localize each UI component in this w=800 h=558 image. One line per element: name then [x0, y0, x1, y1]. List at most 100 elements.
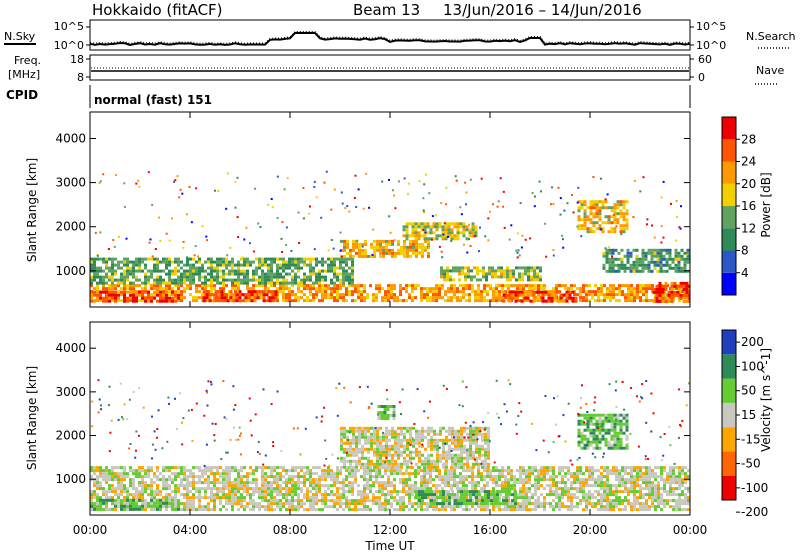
heatmap-cell [345, 287, 348, 290]
heatmap-cell [355, 436, 358, 439]
heatmap-cell [381, 484, 384, 487]
heatmap-cell [165, 484, 168, 487]
heatmap-cell [348, 481, 351, 484]
heatmap-cell [570, 493, 573, 496]
heatmap-cell [455, 175, 457, 177]
heatmap-cell [159, 297, 162, 300]
heatmap-cell [489, 287, 492, 290]
cpid-value: normal (fast) 151 [94, 93, 212, 107]
heatmap-cell [634, 180, 636, 182]
heatmap-cell [219, 496, 222, 499]
heatmap-cell [105, 481, 108, 484]
heatmap-cell [468, 293, 471, 296]
heatmap-cell [291, 490, 294, 493]
heatmap-cell [361, 436, 364, 439]
heatmap-cell [603, 296, 606, 299]
heatmap-cell [111, 508, 114, 511]
heatmap-cell [406, 228, 409, 231]
heatmap-cell [147, 505, 150, 508]
heatmap-cell [534, 284, 537, 287]
heatmap-cell [415, 237, 418, 240]
heatmap-cell [596, 212, 599, 215]
heatmap-cell [352, 439, 355, 442]
heatmap-cell [201, 276, 204, 279]
heatmap-cell [636, 249, 639, 252]
heatmap-cell [288, 481, 291, 484]
heatmap-cell [654, 255, 657, 258]
heatmap-cell [566, 294, 569, 297]
heatmap-cell [450, 284, 453, 287]
heatmap-cell [219, 490, 222, 493]
heatmap-cell [385, 249, 388, 252]
heatmap-cell [500, 269, 503, 272]
heatmap-cell [204, 478, 207, 481]
heatmap-cell [93, 291, 96, 294]
heatmap-cell [524, 291, 527, 294]
heatmap-cell [165, 300, 168, 303]
heatmap-cell [517, 256, 519, 258]
heatmap-cell [186, 490, 189, 493]
heatmap-cell [294, 475, 297, 478]
heatmap-cell [651, 261, 654, 264]
heatmap-cell [378, 490, 381, 493]
heatmap-cell [621, 264, 624, 267]
heatmap-cell [513, 481, 516, 484]
heatmap-cell [617, 203, 620, 206]
heatmap-cell [534, 196, 536, 198]
heatmap-cell [668, 291, 671, 294]
heatmap-cell [430, 228, 433, 231]
heatmap-cell [291, 264, 294, 267]
heatmap-cell [497, 266, 500, 269]
heatmap-cell [168, 276, 171, 279]
heatmap-cell [342, 508, 345, 511]
heatmap-cell [447, 481, 450, 484]
heatmap-cell [412, 228, 415, 231]
heatmap-cell [114, 490, 117, 493]
heatmap-cell [291, 469, 294, 472]
heatmap-cell [387, 290, 390, 293]
heatmap-cell [412, 252, 415, 255]
heatmap-cell [309, 496, 312, 499]
heatmap-cell [150, 493, 153, 496]
heatmap-cell [384, 299, 387, 302]
heatmap-cell [321, 279, 324, 282]
heatmap-cell [533, 291, 536, 294]
heatmap-cell [381, 299, 384, 302]
heatmap-cell [555, 475, 558, 478]
heatmap-cell [642, 505, 645, 508]
heatmap-cell [168, 475, 171, 478]
heatmap-cell [435, 490, 438, 493]
heatmap-cell [471, 472, 474, 475]
heatmap-cell [624, 255, 627, 258]
heatmap-cell [147, 297, 150, 300]
heatmap-cell [582, 493, 585, 496]
heatmap-cell [597, 493, 600, 496]
heatmap-cell [369, 490, 372, 493]
heatmap-cell [648, 299, 651, 302]
heatmap-cell [285, 472, 288, 475]
heatmap-cell [525, 490, 528, 493]
heatmap-cell [340, 427, 343, 430]
heatmap-cell [555, 287, 558, 290]
heatmap-cell [462, 475, 465, 478]
heatmap-cell [108, 475, 111, 478]
heatmap-cell [273, 499, 276, 502]
heatmap-cell [270, 475, 273, 478]
heatmap-cell [420, 508, 423, 511]
heatmap-cell [531, 493, 534, 496]
heatmap-cell [620, 203, 623, 206]
heatmap-cell [620, 230, 623, 233]
heatmap-cell [534, 475, 537, 478]
heatmap-cell [509, 300, 512, 303]
heatmap-cell [399, 478, 402, 481]
heatmap-cell [503, 294, 506, 297]
heatmap-cell [588, 496, 591, 499]
heatmap-cell [297, 261, 300, 264]
heatmap-cell [415, 246, 418, 249]
heatmap-cell [279, 508, 282, 511]
heatmap-cell [450, 299, 453, 302]
heatmap-cell [528, 481, 531, 484]
heatmap-cell [623, 227, 626, 230]
heatmap-cell [114, 505, 117, 508]
heatmap-cell [210, 499, 213, 502]
